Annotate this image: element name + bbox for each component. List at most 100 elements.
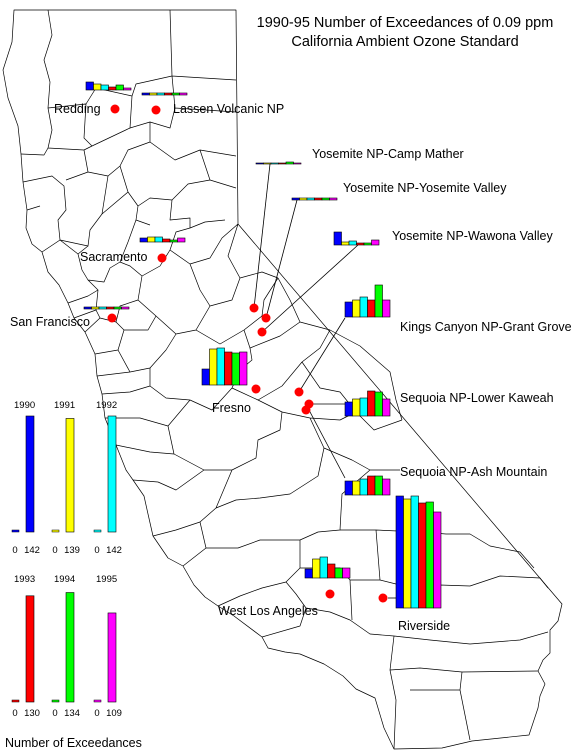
bar-yosemite-np-wawona-valley-1994 — [363, 242, 372, 246]
label-yosemite-valley: Yosemite NP-Yosemite Valley — [343, 181, 507, 195]
bar-sequoia-np-lower-kaweah-1991 — [352, 398, 361, 417]
bar-sequoia-np-ash-mountain-1992 — [359, 478, 368, 496]
site-bar-charts — [83, 81, 442, 609]
bar-san-francisco-1993 — [106, 306, 115, 310]
legend-item-1994: 1994 0 134 — [51, 574, 80, 719]
bar-fresno-1993 — [224, 351, 233, 386]
bar-lassen-volcanic-np-1993 — [164, 92, 173, 96]
bar-redding-1992 — [100, 84, 109, 91]
label-fresno: Fresno — [212, 401, 251, 415]
bar-fresno-1995 — [239, 351, 248, 386]
bar-sacramento-1990 — [139, 237, 148, 243]
legend-zero-bar-1992 — [93, 529, 102, 533]
legend-max-label-1990: 142 — [24, 545, 40, 556]
legend-year-1992: 1992 — [96, 400, 117, 411]
legend-max-label-1992: 142 — [106, 545, 122, 556]
bar-sequoia-np-lower-kaweah-1992 — [359, 397, 368, 417]
bar-san-francisco-1990 — [83, 306, 92, 310]
bar-kings-canyon-np-grant-grove-1992 — [359, 296, 368, 318]
bar-lassen-volcanic-np-1994 — [171, 92, 180, 96]
site-marker-camp-mather[interactable] — [249, 303, 259, 313]
bar-lassen-volcanic-np-1995 — [179, 92, 188, 96]
bar-yosemite-np-camp-mather-1993 — [278, 162, 287, 165]
legend-max-label-1995: 109 — [106, 708, 122, 719]
bar-kings-canyon-np-grant-grove-1993 — [367, 299, 376, 318]
label-lassen: Lassen Volcanic NP — [173, 102, 284, 116]
legend: 1990 0 142 1991 0 139 1992 0 142 1993 0 130 1994 0 134… — [11, 400, 122, 719]
bar-cluster-yosemite-np-camp-mather — [255, 161, 302, 165]
legend-min-label-1991: 0 — [52, 545, 57, 556]
legend-item-1991: 1991 0 139 — [51, 400, 80, 556]
leader-yosemite-valley — [265, 199, 298, 319]
label-lower-kaweah: Sequoia NP-Lower Kaweah — [400, 391, 554, 405]
site-marker-grant-grove[interactable] — [294, 387, 304, 397]
bar-redding-1994 — [115, 84, 124, 91]
site-marker-san-francisco[interactable] — [107, 313, 117, 323]
bar-sequoia-np-ash-mountain-1994 — [374, 475, 383, 496]
bar-sequoia-np-lower-kaweah-1993 — [367, 390, 376, 417]
bar-sacramento-1993 — [162, 238, 171, 243]
bar-yosemite-np-yosemite-valley-1990 — [291, 197, 300, 201]
legend-item-1993: 1993 0 130 — [11, 574, 40, 719]
site-marker-fresno[interactable] — [251, 384, 261, 394]
bar-cluster-kings-canyon-np-grant-grove — [344, 284, 391, 318]
bar-riverside-1994 — [425, 501, 434, 609]
bar-yosemite-np-camp-mather-1995 — [293, 162, 302, 165]
legend-item-1990: 1990 0 142 — [11, 400, 40, 556]
legend-max-bar-1992 — [107, 415, 117, 533]
bar-cluster-lassen-volcanic-np — [141, 92, 188, 96]
bar-sacramento-1995 — [177, 237, 186, 243]
bar-kings-canyon-np-grant-grove-1995 — [382, 299, 391, 318]
bar-sequoia-np-lower-kaweah-1994 — [374, 391, 383, 417]
site-marker-ash-mountain[interactable] — [301, 405, 311, 415]
site-marker-yosemite-valley[interactable] — [261, 313, 271, 323]
bar-yosemite-np-wawona-valley-1993 — [356, 242, 365, 246]
legend-item-1992: 1992 0 142 — [93, 400, 122, 556]
bar-yosemite-np-yosemite-valley-1991 — [299, 197, 308, 201]
site-marker-west-los-angeles[interactable] — [325, 589, 335, 599]
bar-sacramento-1994 — [169, 239, 178, 243]
bar-yosemite-np-camp-mather-1994 — [285, 161, 294, 165]
label-riverside: Riverside — [398, 619, 450, 633]
bar-riverside-1993 — [418, 502, 427, 609]
legend-min-label-1990: 0 — [12, 545, 17, 556]
bar-kings-canyon-np-grant-grove-1994 — [374, 284, 383, 318]
site-marker-redding[interactable] — [110, 104, 120, 114]
california-state-outline — [2, 9, 563, 750]
county-lines-south-central — [101, 321, 403, 549]
legend-year-1994: 1994 — [54, 574, 75, 585]
bar-san-francisco-1994 — [113, 306, 122, 310]
bar-sequoia-np-ash-mountain-1991 — [352, 480, 361, 496]
legend-zero-bar-1994 — [51, 699, 60, 703]
leader-ash-mountain — [308, 409, 346, 479]
bar-yosemite-np-camp-mather-1991 — [263, 162, 272, 165]
bar-cluster-west-los-angeles — [304, 556, 351, 579]
bar-sacramento-1992 — [154, 236, 163, 243]
bar-cluster-fresno — [201, 347, 248, 386]
label-san-francisco: San Francisco — [10, 315, 90, 329]
legend-max-bar-1991 — [65, 418, 75, 533]
site-marker-lassen[interactable] — [151, 105, 161, 115]
county-lines-central — [26, 205, 301, 377]
bar-san-francisco-1991 — [91, 306, 100, 310]
leader-grant-grove — [298, 317, 346, 393]
bar-lassen-volcanic-np-1990 — [141, 92, 150, 96]
bar-riverside-1992 — [410, 495, 419, 609]
site-markers — [107, 104, 388, 603]
legend-max-bar-1993 — [25, 595, 35, 703]
label-west-los-angeles: West Los Angeles — [218, 604, 318, 618]
bar-cluster-yosemite-np-yosemite-valley — [291, 197, 338, 201]
bar-west-los-angeles-1993 — [327, 563, 336, 579]
bar-lassen-volcanic-np-1992 — [156, 92, 165, 96]
bar-redding-1995 — [123, 87, 132, 91]
leader-camp-mather — [253, 163, 271, 309]
label-grant-grove: Kings Canyon NP-Grant Grove — [400, 320, 572, 334]
bar-west-los-angeles-1990 — [304, 568, 313, 579]
site-marker-riverside[interactable] — [378, 593, 388, 603]
site-marker-wawona-valley[interactable] — [257, 327, 267, 337]
county-lines-north — [20, 9, 237, 247]
site-marker-sacramento[interactable] — [157, 253, 167, 263]
legend-min-label-1993: 0 — [12, 708, 17, 719]
site-labels: Redding Lassen Volcanic NP Yosemite NP-C… — [10, 102, 572, 633]
